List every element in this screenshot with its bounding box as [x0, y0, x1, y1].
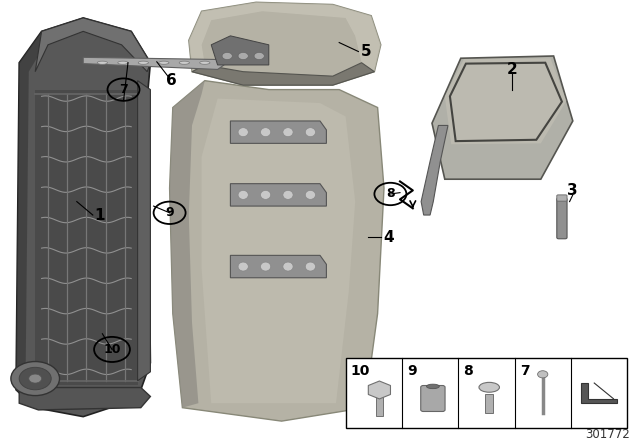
Ellipse shape: [238, 190, 248, 199]
Polygon shape: [202, 99, 355, 403]
Polygon shape: [16, 31, 45, 390]
Polygon shape: [230, 184, 326, 206]
Ellipse shape: [260, 262, 271, 271]
Text: 6: 6: [166, 73, 177, 88]
Ellipse shape: [479, 383, 499, 392]
Polygon shape: [170, 81, 384, 421]
Polygon shape: [35, 90, 138, 385]
Text: 1: 1: [94, 207, 104, 223]
Polygon shape: [189, 2, 381, 72]
Polygon shape: [170, 81, 205, 408]
Bar: [346, 358, 627, 428]
Circle shape: [254, 52, 264, 60]
Polygon shape: [35, 18, 150, 72]
Polygon shape: [16, 18, 150, 417]
Ellipse shape: [305, 262, 316, 271]
Ellipse shape: [305, 128, 316, 137]
Ellipse shape: [200, 61, 210, 65]
Text: 10: 10: [351, 364, 370, 378]
Polygon shape: [83, 57, 224, 69]
Text: 3: 3: [568, 183, 578, 198]
FancyBboxPatch shape: [557, 198, 567, 239]
Polygon shape: [230, 255, 326, 278]
Circle shape: [238, 52, 248, 60]
Polygon shape: [189, 2, 381, 85]
Ellipse shape: [283, 190, 293, 199]
Polygon shape: [421, 125, 448, 215]
Polygon shape: [19, 388, 150, 410]
Ellipse shape: [426, 384, 439, 388]
Polygon shape: [445, 58, 566, 144]
Text: 9: 9: [407, 364, 417, 378]
Ellipse shape: [238, 262, 248, 271]
Ellipse shape: [305, 190, 316, 199]
Polygon shape: [432, 56, 573, 179]
Circle shape: [222, 52, 232, 60]
Text: 10: 10: [103, 343, 121, 356]
Text: 8: 8: [386, 187, 395, 201]
FancyBboxPatch shape: [420, 385, 445, 411]
Text: 9: 9: [165, 206, 174, 220]
Polygon shape: [230, 121, 326, 143]
Ellipse shape: [97, 61, 108, 65]
Ellipse shape: [118, 61, 128, 65]
Circle shape: [538, 371, 548, 378]
Circle shape: [19, 367, 51, 390]
Bar: [485, 394, 493, 413]
Ellipse shape: [179, 61, 189, 65]
Text: 8: 8: [463, 364, 473, 378]
Text: 301772: 301772: [586, 428, 630, 441]
Text: 4: 4: [383, 230, 394, 245]
Polygon shape: [582, 383, 617, 403]
FancyBboxPatch shape: [557, 195, 567, 201]
Ellipse shape: [260, 190, 271, 199]
Text: 7: 7: [119, 83, 128, 96]
Text: 7: 7: [520, 364, 529, 378]
Ellipse shape: [138, 61, 148, 65]
Bar: [376, 396, 383, 416]
Ellipse shape: [159, 61, 169, 65]
Ellipse shape: [283, 128, 293, 137]
Text: 2: 2: [507, 62, 517, 77]
Polygon shape: [192, 63, 374, 85]
Text: 5: 5: [361, 44, 371, 59]
Polygon shape: [138, 81, 150, 381]
Circle shape: [29, 374, 42, 383]
Ellipse shape: [283, 262, 293, 271]
Circle shape: [11, 362, 60, 396]
Polygon shape: [211, 36, 269, 65]
Ellipse shape: [260, 128, 271, 137]
Ellipse shape: [238, 128, 248, 137]
